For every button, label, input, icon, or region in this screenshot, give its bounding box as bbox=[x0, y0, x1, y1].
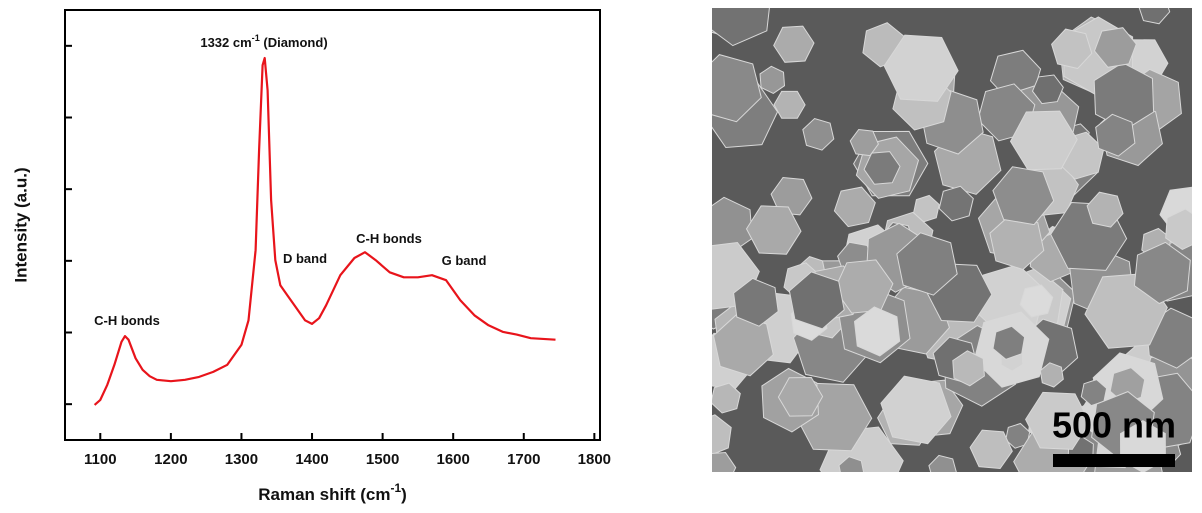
spectrum-line bbox=[95, 58, 556, 405]
scale-bar bbox=[1053, 454, 1175, 467]
x-tick-label: 1500 bbox=[366, 451, 399, 468]
x-tick-label: 1600 bbox=[437, 451, 470, 468]
annotation-part: -1 bbox=[252, 33, 260, 43]
annotation: C-H bonds bbox=[94, 313, 160, 328]
annotation: G band bbox=[442, 253, 487, 268]
x-tick-label: 1700 bbox=[507, 451, 540, 468]
annotation-part: D band bbox=[283, 251, 327, 266]
y-axis-title: Intensity (a.u.) bbox=[11, 167, 30, 282]
annotation: C-H bonds bbox=[356, 231, 422, 246]
figure: 500 nm 1100 1200 1300 1400 1500 1600 1700 1800 R… bbox=[0, 0, 1202, 513]
x-axis-title: Raman shift (cm-1) bbox=[258, 481, 407, 504]
x-axis-title-part: Raman shift (cm bbox=[258, 485, 390, 504]
annotation-part: C-H bonds bbox=[94, 313, 160, 328]
scale-bar-label: 500 nm bbox=[1052, 405, 1176, 446]
annotation-part: G band bbox=[442, 253, 487, 268]
annotation-part: 1332 cm bbox=[200, 35, 251, 50]
x-tick-label: 1800 bbox=[578, 451, 611, 468]
x-tick-label: 1300 bbox=[225, 451, 258, 468]
annotation: 1332 cm-1 (Diamond) bbox=[200, 33, 327, 50]
annotation-part: (Diamond) bbox=[260, 35, 328, 50]
annotation: D band bbox=[283, 251, 327, 266]
x-tick-label: 1100 bbox=[84, 451, 117, 468]
x-tick-label: 1400 bbox=[295, 451, 328, 468]
x-tick-label: 1200 bbox=[154, 451, 187, 468]
x-axis-title-part: ) bbox=[401, 485, 407, 504]
plot-frame bbox=[65, 10, 600, 440]
annotation-part: C-H bonds bbox=[356, 231, 422, 246]
x-axis-title-part: -1 bbox=[391, 481, 402, 495]
